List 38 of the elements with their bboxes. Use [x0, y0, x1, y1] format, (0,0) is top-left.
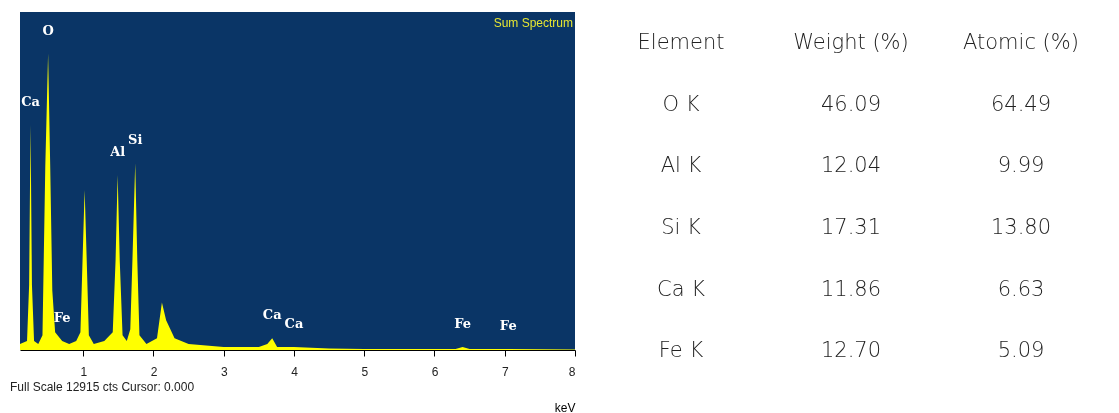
- annotation: Ca: [262, 307, 283, 323]
- text: 5.09: [997, 338, 1045, 363]
- text: 6.63: [997, 276, 1045, 301]
- x-tick-label: 7: [501, 364, 509, 379]
- annotation: Fe: [499, 318, 517, 334]
- text: 9.99: [997, 153, 1045, 178]
- text: 46.09: [820, 91, 882, 116]
- text: Si K: [661, 214, 702, 239]
- annotation: Ca: [21, 93, 41, 109]
- x-tick-label: 4: [291, 364, 299, 379]
- x-tick-label: 8: [568, 364, 576, 379]
- text: 11.86: [820, 276, 882, 301]
- annotation: Al: [109, 144, 126, 160]
- x-tick-label: 6: [431, 364, 439, 379]
- chart-title: Sum Spectrum: [493, 16, 573, 30]
- annotation: Fe: [53, 310, 71, 326]
- text: O K: [662, 91, 700, 116]
- text: Ca K: [657, 276, 706, 301]
- x-tick-label: 5: [361, 364, 369, 379]
- text: Weight (%): [793, 29, 909, 54]
- x-tick-label: 3: [220, 364, 228, 379]
- annotation: Ca: [284, 316, 304, 332]
- text: Element: [637, 29, 725, 54]
- x-tick-label: 2: [150, 364, 158, 379]
- text: Al K: [660, 153, 702, 178]
- text: 64.49: [990, 91, 1052, 116]
- x-axis-title: keV: [554, 400, 576, 413]
- text: Fe K: [658, 338, 704, 363]
- x-tick-label: 1: [80, 364, 88, 379]
- text: Full Scale 12915 cts Cursor: 0.000: [10, 380, 195, 394]
- annotation: O: [42, 22, 54, 38]
- text: 17.31: [820, 214, 882, 239]
- text: 12.04: [820, 153, 882, 178]
- text: Atomic (%): [963, 29, 1079, 54]
- text: 13.80: [990, 214, 1052, 239]
- annotation: Fe: [454, 316, 471, 332]
- annotation: Si: [128, 132, 143, 148]
- text: 12.70: [820, 338, 882, 363]
